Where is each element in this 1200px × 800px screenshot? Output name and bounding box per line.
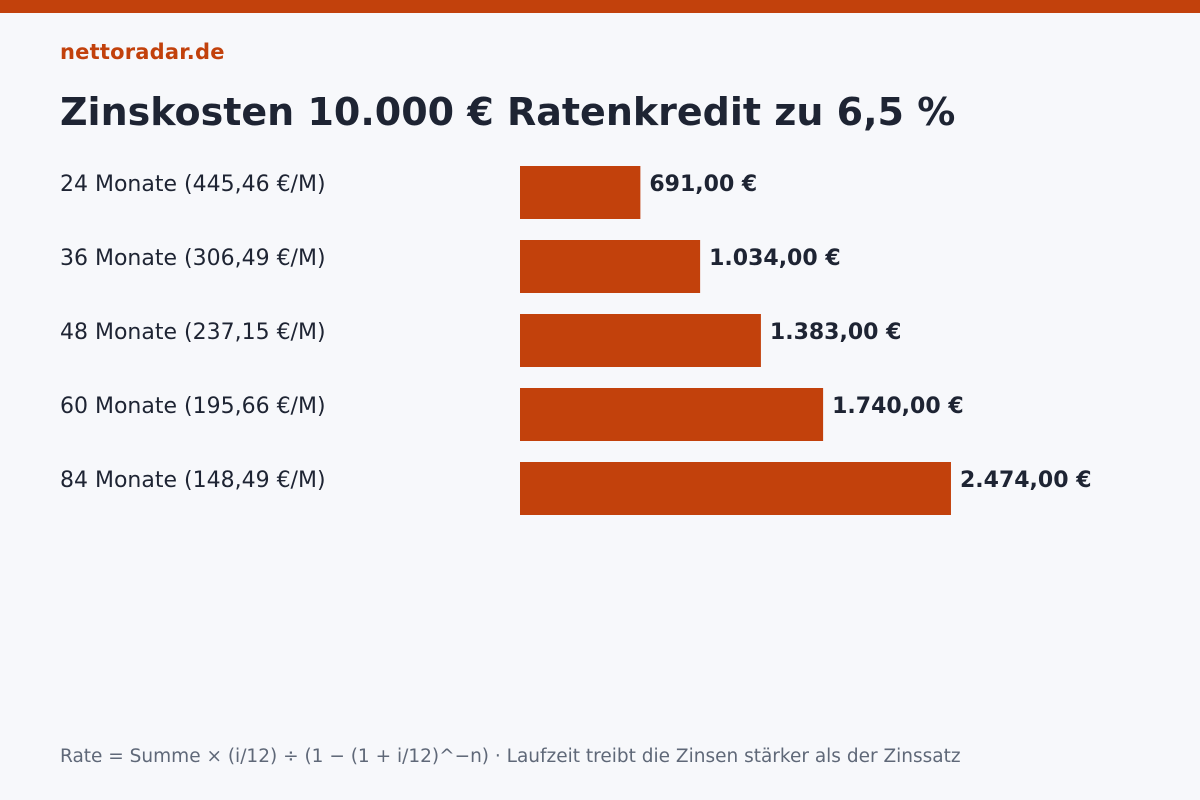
value-label: 1.383,00 € — [770, 320, 902, 345]
category-label: 36 Monate (306,49 €/M) — [60, 246, 326, 271]
bar — [520, 166, 641, 219]
value-label: 2.474,00 € — [960, 468, 1092, 493]
bar — [520, 388, 824, 441]
bar — [520, 314, 761, 367]
category-label: 60 Monate (195,66 €/M) — [60, 394, 326, 419]
bar — [520, 462, 951, 515]
brand-name: nettoradar.de — [60, 40, 225, 64]
category-label: 84 Monate (148,49 €/M) — [60, 468, 326, 493]
category-label: 48 Monate (237,15 €/M) — [60, 320, 326, 345]
value-label: 1.740,00 € — [832, 394, 964, 419]
top-accent-bar — [0, 0, 1200, 13]
value-label: 1.034,00 € — [709, 246, 841, 271]
chart-title: Zinskosten 10.000 € Ratenkredit zu 6,5 % — [60, 90, 956, 134]
category-label: 24 Monate (445,46 €/M) — [60, 172, 326, 197]
bar — [520, 240, 701, 293]
bar-chart: 24 Monate (445,46 €/M) 691,00 € 36 Monate … — [60, 166, 1092, 515]
value-label: 691,00 € — [649, 172, 757, 197]
formula-footnote: Rate = Summe × (i/12) ÷ (1 − (1 + i/12)^… — [60, 746, 961, 767]
